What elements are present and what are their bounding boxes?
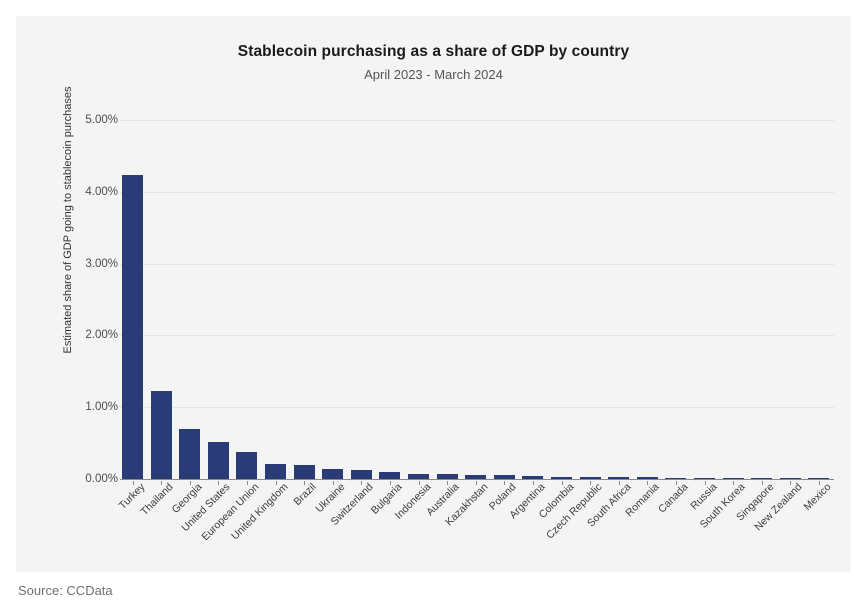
gridline (120, 407, 834, 409)
bar[interactable] (465, 475, 487, 479)
bar[interactable] (636, 477, 658, 479)
bar[interactable] (751, 478, 773, 479)
x-axis-tick-mark (561, 481, 563, 485)
x-axis-labels: Turkey Thailand Georgia United States Europe… (116, 481, 834, 571)
y-axis-tick-label: 3.00% (85, 257, 118, 270)
bar[interactable] (579, 476, 601, 479)
y-axis-tick-label: 5.00% (85, 114, 118, 126)
x-axis-tick-mark (618, 481, 620, 485)
bar[interactable] (551, 476, 572, 479)
y-axis: Estimated share of GDP going to stableco… (42, 16, 146, 572)
bar[interactable] (293, 465, 315, 479)
x-axis-tick-mark (361, 481, 363, 485)
source-note: Source: CCData (18, 583, 113, 598)
bar[interactable] (379, 472, 401, 479)
x-axis-tick-mark (675, 481, 677, 485)
bar[interactable] (207, 441, 229, 479)
x-axis-tick-mark (733, 481, 735, 485)
y-axis-tick-label: 0.00% (85, 473, 118, 485)
x-axis-tick-mark (475, 481, 477, 485)
chart-panel: Stablecoin purchasing as a share of GDP … (16, 16, 851, 572)
bar[interactable] (722, 477, 744, 479)
bar[interactable] (150, 390, 172, 479)
gridline (120, 191, 834, 193)
x-axis-tick-mark (418, 481, 420, 485)
bar[interactable] (122, 175, 143, 479)
y-axis-tick-label: 2.00% (85, 329, 118, 342)
bar[interactable] (436, 473, 458, 479)
x-axis-tick-mark (161, 481, 163, 485)
x-axis-tick-mark (189, 481, 191, 485)
x-axis-tick-mark (790, 481, 792, 485)
bar[interactable] (808, 478, 830, 479)
x-axis-tick-mark (818, 481, 820, 485)
y-axis-tick-label: 1.00% (85, 401, 118, 414)
x-axis-line (120, 478, 834, 480)
y-axis-title: Estimated share of GDP going to stableco… (62, 86, 74, 354)
gridline (120, 335, 834, 337)
bar[interactable] (322, 468, 344, 479)
bar[interactable] (493, 475, 515, 479)
chart-header: Stablecoin purchasing as a share of GDP … (16, 42, 851, 84)
x-axis-tick-mark (304, 481, 306, 485)
bar[interactable] (236, 452, 258, 479)
x-axis-tick-mark (590, 481, 592, 485)
bar[interactable] (665, 477, 687, 479)
x-axis-tick-mark (246, 481, 248, 485)
bar[interactable] (694, 477, 715, 479)
bar[interactable] (779, 478, 801, 479)
chart-subtitle: April 2023 - March 2024 (364, 67, 503, 82)
x-axis-tick-mark (532, 481, 534, 485)
y-axis-tick-label: 4.00% (85, 185, 118, 198)
x-axis-tick-mark (132, 481, 134, 485)
x-axis-tick-mark (704, 481, 706, 485)
x-axis-tick-mark (332, 481, 334, 485)
bar[interactable] (408, 473, 429, 479)
x-axis-tick-mark (275, 481, 277, 485)
bar-series (120, 120, 834, 479)
x-axis-tick-mark (389, 481, 391, 485)
chart-title: Stablecoin purchasing as a share of GDP … (237, 43, 630, 60)
x-axis-tick-mark (647, 481, 649, 485)
x-axis-tick-mark (218, 481, 220, 485)
bar[interactable] (265, 463, 286, 479)
bar[interactable] (608, 477, 630, 479)
plot-area (120, 120, 834, 480)
x-axis-label: Mexico (801, 481, 834, 514)
gridline (120, 120, 834, 121)
gridline (120, 263, 834, 265)
x-axis-tick-mark (761, 481, 763, 485)
bar[interactable] (522, 475, 544, 479)
x-axis-tick-mark (504, 481, 506, 485)
x-axis-label: Canada (655, 481, 691, 516)
bar[interactable] (179, 429, 201, 479)
bar[interactable] (350, 469, 372, 479)
x-axis-tick-mark (447, 481, 449, 485)
